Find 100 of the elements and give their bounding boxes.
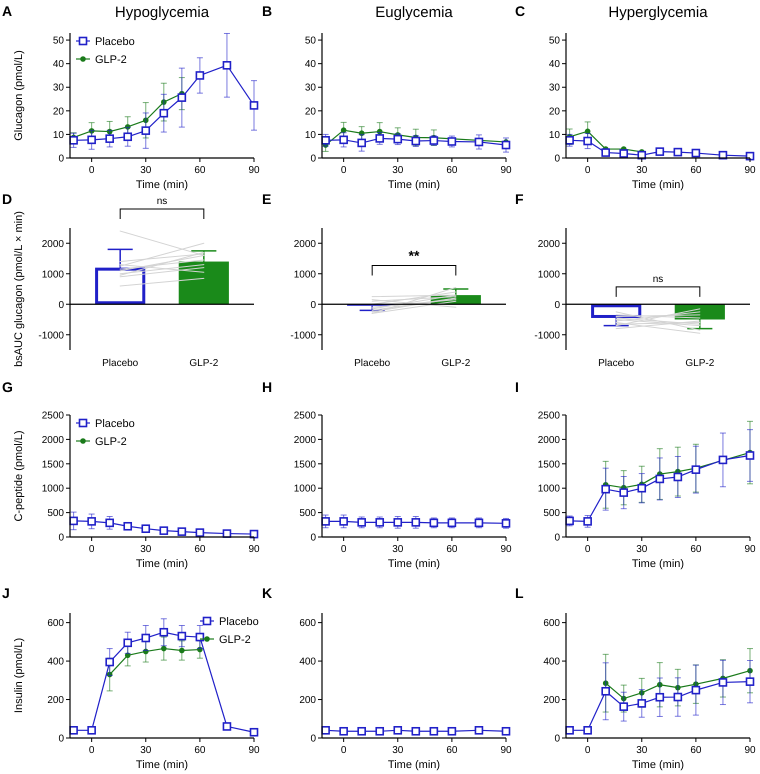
y-tick-label: 1000 (538, 269, 560, 280)
y-tick-label: 2000 (294, 238, 316, 250)
y-tick-label: 0 (554, 154, 560, 164)
y-tick-label: 0 (58, 154, 64, 164)
chart-title: A (2, 3, 12, 19)
y-axis-title: Insulin (pmol/L) (13, 638, 25, 714)
y-tick-label: 20 (548, 106, 560, 118)
chart-subtitle: Hyperglycemia (608, 4, 708, 21)
y-tick-label: 200 (47, 695, 64, 706)
x-tick-label: GLP-2 (189, 358, 219, 369)
y-tick-label: 1500 (42, 459, 64, 470)
chart-title: I (515, 379, 519, 395)
x-tick-label: 30 (392, 745, 404, 756)
y-tick-label: 50 (52, 36, 64, 47)
legend-label: GLP-2 (219, 634, 251, 646)
y-axis-title: Glucagon (pmol/L) (13, 50, 25, 141)
y-axis-title: bsAUC glucagon (pmol/L × min) (13, 211, 25, 367)
x-tick-label: 90 (500, 544, 512, 555)
y-tick-label: 0 (58, 532, 64, 544)
y-tick-label: 0 (58, 300, 64, 311)
y-tick-label: 2500 (538, 410, 560, 422)
y-tick-label: 2000 (294, 434, 316, 446)
x-tick-label: 30 (140, 544, 152, 555)
chart-title: D (2, 191, 12, 207)
y-tick-label: 20 (52, 106, 64, 118)
chart-title: L (515, 585, 524, 601)
x-tick-label: Placebo (598, 358, 635, 369)
x-axis-title: Time (min) (632, 179, 684, 191)
x-tick-label: 30 (392, 544, 404, 555)
y-tick-label: 0 (310, 734, 316, 744)
x-axis-title: Time (min) (388, 759, 440, 771)
y-tick-label: 2000 (538, 238, 560, 250)
y-tick-label: 40 (548, 59, 560, 70)
y-tick-label: -1000 (290, 330, 316, 342)
x-tick-label: 30 (636, 745, 648, 756)
annotation: ns (652, 274, 664, 285)
y-tick-label: -1000 (38, 330, 64, 342)
y-tick-label: 0 (554, 300, 560, 311)
y-tick-label: 0 (554, 532, 560, 544)
x-tick-label: 90 (248, 544, 260, 555)
chart-title: H (262, 379, 272, 395)
x-tick-label: 30 (392, 165, 404, 176)
y-tick-label: 1000 (42, 484, 64, 495)
x-tick-label: 0 (88, 544, 95, 555)
y-tick-label: 600 (299, 618, 316, 630)
x-tick-label: 60 (194, 745, 206, 756)
y-tick-label: 40 (52, 59, 64, 70)
y-tick-label: 2000 (538, 434, 560, 446)
x-tick-label: 0 (340, 165, 347, 176)
x-tick-label: 30 (636, 165, 648, 176)
x-tick-label: 0 (88, 745, 95, 756)
x-axis-title: Time (min) (632, 558, 684, 570)
x-tick-label: 90 (500, 745, 512, 756)
x-axis-title: Time (min) (388, 558, 440, 570)
y-tick-label: 2500 (294, 410, 316, 422)
y-axis-title: C-peptide (pmol/L) (13, 430, 25, 522)
chart-title: K (262, 585, 272, 601)
y-tick-label: 20 (304, 106, 316, 118)
legend-label: Placebo (95, 36, 135, 48)
x-tick-label: Placebo (354, 358, 391, 369)
x-tick-label: 60 (194, 544, 206, 555)
text: ns (156, 196, 168, 208)
y-tick-label: 10 (548, 130, 560, 141)
chart-title: F (515, 191, 524, 207)
y-tick-label: 0 (310, 300, 316, 311)
x-tick-label: 60 (446, 165, 458, 176)
y-tick-label: 30 (304, 82, 316, 94)
x-tick-label: 90 (744, 544, 756, 555)
y-tick-label: 30 (548, 82, 560, 94)
x-axis-title: Time (min) (388, 179, 440, 191)
y-tick-label: 200 (543, 695, 560, 706)
x-tick-label: 0 (88, 165, 95, 176)
y-tick-label: 30 (52, 82, 64, 94)
chart-title: E (262, 191, 272, 207)
legend-label: Placebo (95, 418, 135, 430)
y-tick-label: 0 (310, 532, 316, 544)
y-tick-label: 0 (554, 734, 560, 744)
chart-title: J (2, 585, 10, 601)
x-tick-label: 30 (140, 745, 152, 756)
chart-title: B (262, 3, 272, 19)
y-tick-label: 1000 (294, 484, 316, 495)
y-tick-label: 40 (304, 59, 316, 70)
y-tick-label: 2500 (42, 410, 64, 422)
x-tick-label: 90 (248, 165, 260, 176)
y-tick-label: 0 (310, 154, 316, 164)
x-axis-title: Time (min) (632, 759, 684, 771)
y-tick-label: 2000 (42, 434, 64, 446)
y-tick-label: 10 (52, 130, 64, 141)
annotation: ** (408, 247, 420, 264)
x-tick-label: 90 (248, 745, 260, 756)
x-tick-label: GLP-2 (441, 358, 471, 369)
x-tick-label: 60 (194, 165, 206, 176)
legend-label: Placebo (219, 616, 259, 628)
y-tick-label: 600 (543, 618, 560, 630)
x-tick-label: 0 (584, 544, 591, 555)
y-tick-label: 1000 (538, 484, 560, 495)
y-tick-label: 400 (299, 656, 316, 668)
chart-title: G (2, 379, 13, 395)
x-axis-title: Time (min) (136, 759, 188, 771)
y-tick-label: 500 (543, 508, 560, 520)
